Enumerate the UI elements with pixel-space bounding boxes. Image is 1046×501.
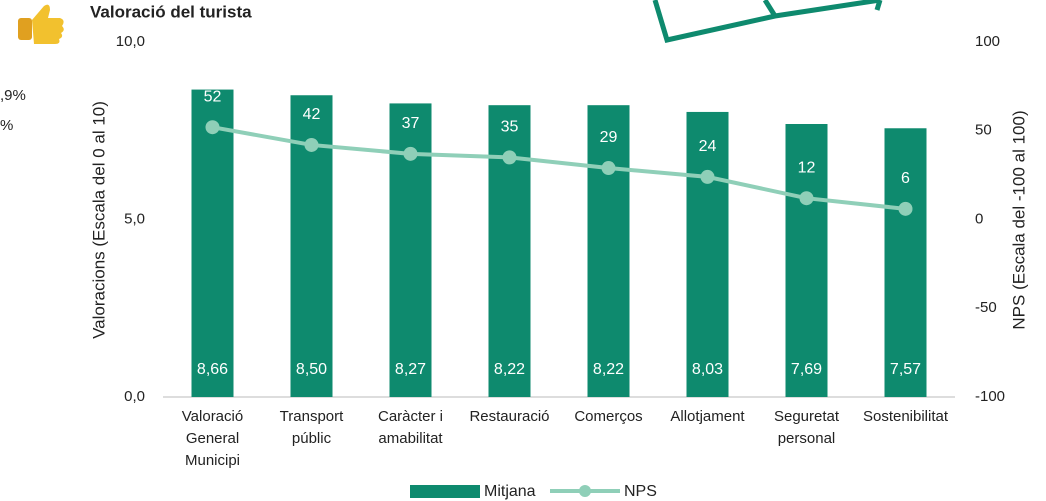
y2-axis-title: NPS (Escala del -100 al 100) <box>1009 110 1028 329</box>
y2-tick-label: -100 <box>975 388 1005 405</box>
line-value-label: 42 <box>303 106 321 123</box>
line-value-label: 35 <box>501 119 519 136</box>
page: Valoració del turista ,9% % Valoracions … <box>0 0 1046 501</box>
bar <box>192 90 234 397</box>
x-tick-label: Sostenibilitat <box>863 408 949 425</box>
legend-label: Mitjana <box>484 483 536 500</box>
y-axis-title: Valoracions (Escala del 0 al 10) <box>89 101 108 339</box>
map-icon <box>765 0 775 16</box>
bar-value-label: 8,22 <box>494 361 525 378</box>
y2-tick-label: -50 <box>975 299 997 316</box>
line-point <box>503 150 517 164</box>
line-point <box>800 191 814 205</box>
y2-tick-label: 100 <box>975 33 1000 50</box>
legend-label: NPS <box>624 483 657 500</box>
y2-tick-label: 0 <box>975 210 983 227</box>
line-point <box>206 120 220 134</box>
bar <box>885 128 927 397</box>
x-tick-label: personal <box>778 430 836 447</box>
legend-swatch <box>410 485 480 498</box>
x-tick-label: Municipi <box>185 452 240 469</box>
bar-value-label: 8,22 <box>593 361 624 378</box>
bar-value-label: 7,57 <box>890 361 921 378</box>
line-value-label: 37 <box>402 115 420 132</box>
line-point <box>701 170 715 184</box>
chart: Valoració del turista ,9% % Valoracions … <box>0 0 1046 501</box>
x-tick-label: Comerços <box>574 408 642 425</box>
x-tick-label: Restauració <box>469 408 549 425</box>
bar-value-label: 8,50 <box>296 361 327 378</box>
x-tick-label: Seguretat <box>774 408 840 425</box>
map-icon <box>877 0 880 10</box>
side-text: % <box>0 117 13 134</box>
line-point <box>899 202 913 216</box>
line-point <box>404 147 418 161</box>
x-tick-label: Caràcter i <box>378 408 443 425</box>
bar-value-label: 7,69 <box>791 361 822 378</box>
chart-title: Valoració del turista <box>90 2 252 21</box>
legend-swatch <box>579 485 591 497</box>
line-value-label: 29 <box>600 129 618 146</box>
side-text: ,9% <box>0 87 26 104</box>
y-tick-label: 10,0 <box>116 33 145 50</box>
bar-value-label: 8,03 <box>692 361 723 378</box>
bar-value-label: 8,27 <box>395 361 426 378</box>
y-tick-label: 5,0 <box>124 210 145 227</box>
x-tick-label: Transport <box>280 408 344 425</box>
line-point <box>305 138 319 152</box>
x-tick-label: públic <box>292 430 332 447</box>
line-value-label: 24 <box>699 138 717 155</box>
bar <box>588 105 630 397</box>
x-tick-label: Valoració <box>182 408 243 425</box>
line-point <box>602 161 616 175</box>
thumbs-icon <box>18 5 64 44</box>
y2-tick-label: 50 <box>975 122 992 139</box>
line-value-label: 12 <box>798 159 816 176</box>
bar-value-label: 8,66 <box>197 361 228 378</box>
line-value-label: 6 <box>901 170 910 187</box>
bar <box>489 105 531 397</box>
x-tick-label: General <box>186 430 239 447</box>
y-tick-label: 0,0 <box>124 388 145 405</box>
x-tick-label: amabilitat <box>378 430 443 447</box>
x-tick-label: Allotjament <box>670 408 745 425</box>
line-value-label: 52 <box>204 88 222 105</box>
